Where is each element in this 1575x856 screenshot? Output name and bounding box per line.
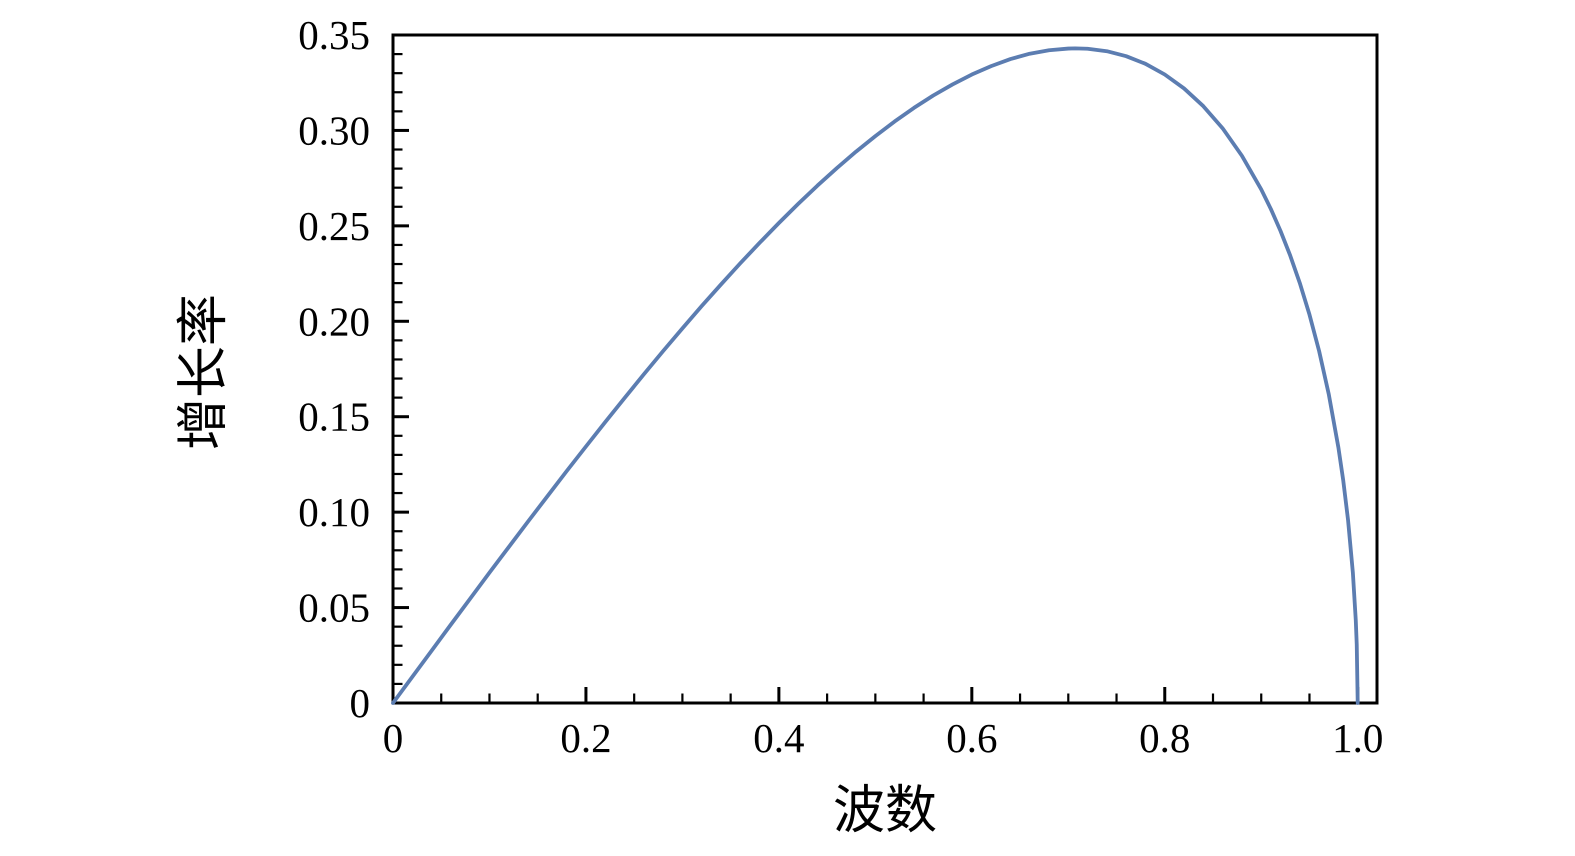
y-tick-label: 0.10 [298, 489, 370, 535]
x-tick-label: 0.4 [753, 715, 804, 761]
y-tick-label: 0.35 [298, 12, 370, 58]
x-tick-label: 0.8 [1139, 715, 1190, 761]
growth-rate-curve [391, 46, 1360, 705]
x-tick-label: 0.2 [560, 715, 611, 761]
x-axis-title: 波数 [832, 783, 938, 840]
y-tick-label: 0.25 [298, 203, 370, 249]
y-axis-title: 增长率 [176, 293, 233, 451]
x-tick-label: 0.6 [946, 715, 997, 761]
y-tick-label: 0 [350, 680, 371, 726]
y-tick-label: 0.05 [298, 585, 370, 631]
x-tick-label: 1.0 [1332, 715, 1383, 761]
x-tick-label: 0 [383, 715, 404, 761]
y-tick-label: 0.30 [298, 107, 370, 153]
plot-frame [391, 33, 1379, 705]
y-tick-label: 0.20 [298, 298, 370, 344]
y-tick-label: 0.15 [298, 394, 370, 440]
